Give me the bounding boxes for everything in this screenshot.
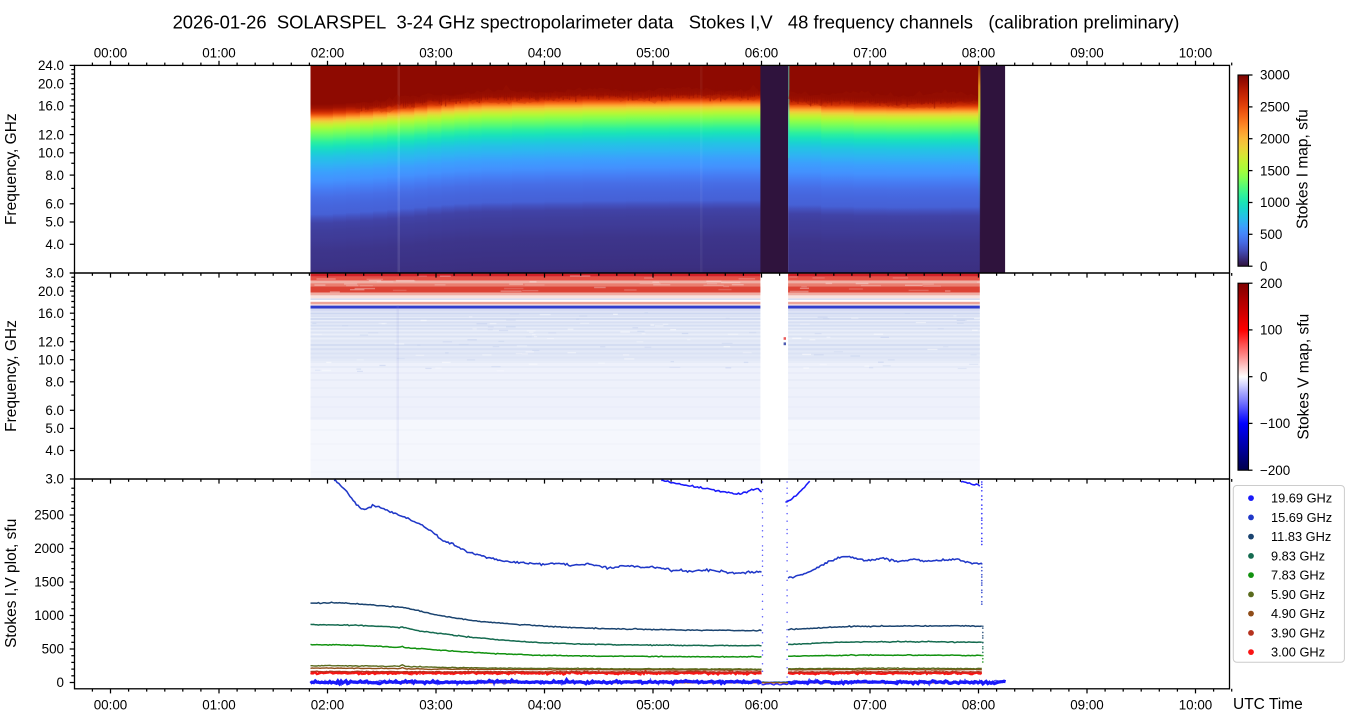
svg-text:4.0: 4.0 xyxy=(45,443,64,458)
svg-text:9.83 GHz: 9.83 GHz xyxy=(1271,548,1325,563)
svg-text:2026-01-26 SOLARSPEL 3-24 GH: 2026-01-26 SOLARSPEL 3-24 GHz spectropol… xyxy=(173,11,1180,32)
svg-text:8.0: 8.0 xyxy=(45,374,64,389)
svg-text:07:00: 07:00 xyxy=(853,46,887,61)
svg-text:500: 500 xyxy=(1260,227,1282,242)
svg-text:10:00: 10:00 xyxy=(1179,46,1213,61)
svg-text:2500: 2500 xyxy=(1260,100,1290,115)
svg-text:1500: 1500 xyxy=(34,575,64,590)
svg-text:12.0: 12.0 xyxy=(38,334,64,349)
svg-text:−100: −100 xyxy=(1260,416,1290,431)
svg-text:2000: 2000 xyxy=(1260,131,1290,146)
svg-text:20.0: 20.0 xyxy=(38,76,64,91)
svg-text:Frequency, GHz: Frequency, GHz xyxy=(3,113,20,225)
svg-text:Stokes V map, sfu: Stokes V map, sfu xyxy=(1296,314,1313,440)
svg-text:04:00: 04:00 xyxy=(528,697,562,712)
svg-text:−200: −200 xyxy=(1260,463,1290,478)
svg-text:3.0: 3.0 xyxy=(45,472,64,487)
svg-text:03:00: 03:00 xyxy=(419,697,453,712)
svg-text:08:00: 08:00 xyxy=(962,697,996,712)
svg-text:02:00: 02:00 xyxy=(311,697,345,712)
svg-text:500: 500 xyxy=(42,642,64,657)
svg-text:4.90 GHz: 4.90 GHz xyxy=(1271,606,1325,621)
svg-text:1000: 1000 xyxy=(1260,195,1290,210)
svg-text:01:00: 01:00 xyxy=(202,46,236,61)
svg-text:02:00: 02:00 xyxy=(311,46,345,61)
svg-text:5.90 GHz: 5.90 GHz xyxy=(1271,587,1325,602)
svg-text:5.0: 5.0 xyxy=(45,421,64,436)
svg-text:8.0: 8.0 xyxy=(45,168,64,183)
svg-text:1500: 1500 xyxy=(1260,163,1290,178)
svg-text:0: 0 xyxy=(1260,259,1267,274)
svg-text:16.0: 16.0 xyxy=(38,99,64,114)
svg-text:Stokes I map, sfu: Stokes I map, sfu xyxy=(1295,109,1312,229)
svg-text:11.83 GHz: 11.83 GHz xyxy=(1271,529,1331,544)
svg-text:7.83 GHz: 7.83 GHz xyxy=(1271,568,1325,583)
svg-text:20.0: 20.0 xyxy=(38,284,64,299)
svg-text:10.0: 10.0 xyxy=(38,352,64,367)
svg-text:04:00: 04:00 xyxy=(528,46,562,61)
svg-text:06:00: 06:00 xyxy=(745,46,779,61)
svg-text:09:00: 09:00 xyxy=(1070,46,1104,61)
svg-text:05:00: 05:00 xyxy=(636,697,670,712)
svg-text:UTC Time: UTC Time xyxy=(1233,696,1303,713)
svg-text:Stokes I,V plot, sfu: Stokes I,V plot, sfu xyxy=(3,519,20,648)
svg-text:06:00: 06:00 xyxy=(745,697,779,712)
svg-text:Frequency, GHz: Frequency, GHz xyxy=(3,320,20,432)
svg-text:08:00: 08:00 xyxy=(962,46,996,61)
svg-text:24.0: 24.0 xyxy=(38,58,64,73)
svg-text:0: 0 xyxy=(57,675,64,690)
svg-text:09:00: 09:00 xyxy=(1070,697,1104,712)
svg-text:6.0: 6.0 xyxy=(45,403,64,418)
svg-text:12.0: 12.0 xyxy=(38,127,64,142)
svg-text:1000: 1000 xyxy=(34,608,64,623)
svg-text:3.90 GHz: 3.90 GHz xyxy=(1271,625,1325,640)
svg-text:5.0: 5.0 xyxy=(45,215,64,230)
svg-text:3000: 3000 xyxy=(1260,68,1290,83)
svg-text:05:00: 05:00 xyxy=(636,46,670,61)
svg-text:3.00 GHz: 3.00 GHz xyxy=(1271,645,1325,660)
svg-text:00:00: 00:00 xyxy=(94,46,128,61)
svg-text:15.69 GHz: 15.69 GHz xyxy=(1271,510,1332,525)
svg-text:10:00: 10:00 xyxy=(1179,697,1213,712)
svg-text:2500: 2500 xyxy=(34,508,64,523)
svg-text:3.0: 3.0 xyxy=(45,266,64,281)
svg-text:01:00: 01:00 xyxy=(202,697,236,712)
svg-text:16.0: 16.0 xyxy=(38,306,64,321)
svg-text:10.0: 10.0 xyxy=(38,145,64,160)
svg-text:6.0: 6.0 xyxy=(45,196,64,211)
svg-text:4.0: 4.0 xyxy=(45,237,64,252)
svg-text:07:00: 07:00 xyxy=(853,697,887,712)
svg-text:00:00: 00:00 xyxy=(94,697,128,712)
svg-text:200: 200 xyxy=(1260,276,1282,291)
svg-text:100: 100 xyxy=(1260,323,1282,338)
svg-text:03:00: 03:00 xyxy=(419,46,453,61)
svg-text:19.69 GHz: 19.69 GHz xyxy=(1271,491,1332,506)
svg-text:0: 0 xyxy=(1260,369,1267,384)
svg-text:2000: 2000 xyxy=(34,541,64,556)
